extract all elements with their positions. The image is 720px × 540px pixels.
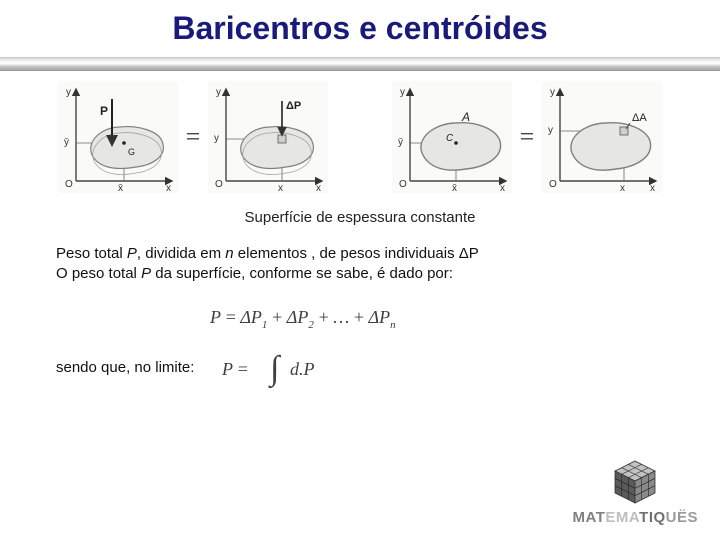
footer-brand: MATEMATIQUËS bbox=[573, 509, 698, 526]
svg-text:y: y bbox=[400, 87, 405, 98]
txt: Peso total bbox=[56, 245, 127, 262]
txt: , dividida em bbox=[137, 245, 225, 262]
svg-text:P = ΔP1 + ΔP2 + … + ΔPn: P = ΔP1 + ΔP2 + … + ΔPn bbox=[210, 307, 396, 331]
limit-text: sendo que, no limite: bbox=[56, 359, 194, 376]
svg-text:y: y bbox=[214, 133, 219, 144]
figure-row: O x y P G x̄ ȳ = O x y bbox=[0, 71, 720, 193]
svg-text:x: x bbox=[500, 183, 505, 193]
svg-text:ΔP: ΔP bbox=[286, 100, 301, 112]
svg-text:O: O bbox=[399, 179, 407, 190]
formula-integral: P = ∫ d.P bbox=[222, 345, 372, 391]
figure-left-2: O x y ΔP x y bbox=[208, 81, 328, 193]
txt: elementos , de pesos individuais ΔP bbox=[234, 245, 479, 262]
svg-text:∫: ∫ bbox=[268, 350, 282, 389]
title-divider bbox=[0, 57, 720, 71]
figure-caption: Superfície de espessura constante bbox=[0, 209, 720, 226]
var-p2: P bbox=[141, 265, 151, 282]
equals-sign-right: = bbox=[520, 122, 535, 152]
svg-text:ȳ: ȳ bbox=[398, 137, 403, 148]
figure-right-2: O x y ΔA x y bbox=[542, 81, 662, 193]
svg-text:y: y bbox=[216, 87, 221, 98]
svg-text:x: x bbox=[316, 183, 321, 193]
var-p: P bbox=[127, 245, 137, 262]
var-n: n bbox=[225, 245, 233, 262]
svg-text:A: A bbox=[461, 110, 470, 124]
figure-left-1: O x y P G x̄ ȳ bbox=[58, 81, 178, 193]
origin-label: O bbox=[65, 179, 73, 190]
svg-text:d.P: d.P bbox=[290, 359, 315, 379]
page-title: Baricentros e centróides bbox=[0, 0, 720, 47]
formula-sum: P = ΔP1 + ΔP2 + … + ΔPn bbox=[210, 303, 510, 333]
svg-text:y: y bbox=[550, 87, 555, 98]
svg-text:x̄: x̄ bbox=[452, 183, 457, 193]
svg-text:x: x bbox=[620, 183, 625, 193]
txt: da superfície, conforme se sabe, é dado … bbox=[151, 265, 453, 282]
svg-text:ΔA: ΔA bbox=[632, 112, 647, 124]
svg-text:P =: P = bbox=[222, 359, 249, 379]
svg-text:x: x bbox=[278, 183, 283, 193]
figure-right-group: O x y A C x̄ ȳ = O x y ΔA x y bbox=[392, 81, 663, 193]
svg-text:ȳ: ȳ bbox=[64, 137, 69, 148]
svg-text:C: C bbox=[446, 133, 454, 144]
rubiks-cube-icon bbox=[607, 453, 663, 505]
body-paragraph: Peso total P, dividida em n elementos , … bbox=[0, 226, 720, 285]
svg-text:O: O bbox=[549, 179, 557, 190]
svg-text:G: G bbox=[128, 147, 135, 157]
txt: O peso total bbox=[56, 265, 141, 282]
figure-left-group: O x y P G x̄ ȳ = O x y bbox=[58, 81, 329, 193]
figure-right-1: O x y A C x̄ ȳ bbox=[392, 81, 512, 193]
equals-sign-left: = bbox=[186, 122, 201, 152]
footer: MATEMATIQUËS bbox=[573, 453, 698, 526]
svg-text:P: P bbox=[100, 104, 108, 118]
svg-text:y: y bbox=[548, 125, 553, 136]
svg-text:O: O bbox=[215, 179, 223, 190]
formula-sum-row: P = ΔP1 + ΔP2 + … + ΔPn bbox=[0, 303, 720, 333]
svg-text:y: y bbox=[66, 87, 71, 98]
svg-text:x̄: x̄ bbox=[118, 183, 123, 193]
svg-text:x: x bbox=[650, 183, 655, 193]
svg-text:x: x bbox=[166, 183, 171, 193]
formula-limit-row: sendo que, no limite: P = ∫ d.P bbox=[0, 333, 720, 391]
